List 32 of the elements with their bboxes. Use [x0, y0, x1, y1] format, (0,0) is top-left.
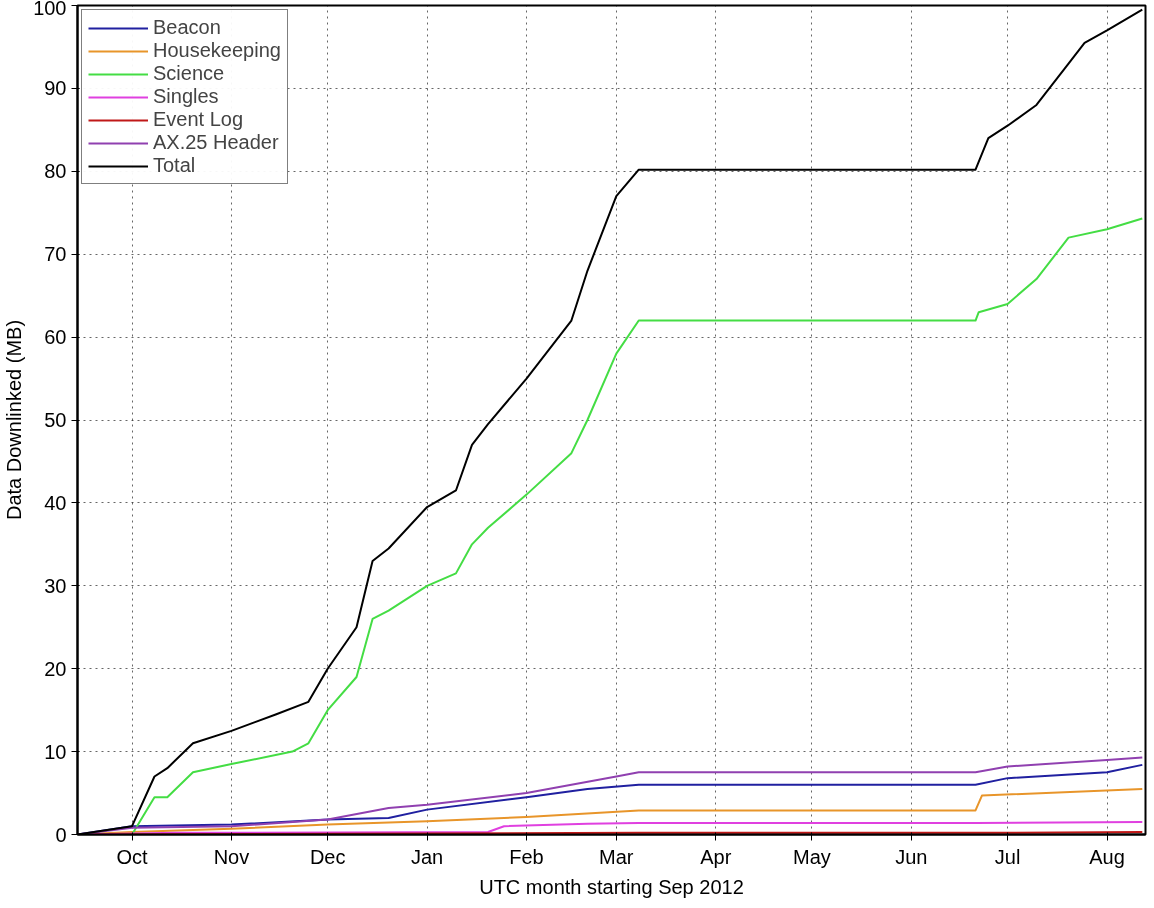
y-axis-title: Data Downlinked (MB)	[3, 319, 26, 521]
y-tick-label: 100	[33, 0, 67, 19]
y-tick-label: 20	[44, 657, 67, 680]
x-tick-label: Apr	[700, 845, 732, 868]
x-tick-label: Nov	[213, 845, 250, 868]
y-tick-label: 60	[44, 326, 67, 349]
x-axis-title: UTC month starting Sep 2012	[479, 875, 744, 898]
legend-label: AX.25 Header	[153, 131, 279, 154]
legend-label: Science	[153, 62, 225, 85]
legend-label: Beacon	[153, 16, 221, 39]
x-tick-label: Dec	[309, 845, 346, 868]
x-tick-label: Feb	[509, 845, 544, 868]
y-tick-label: 30	[44, 574, 67, 597]
legend-label: Event Log	[153, 108, 244, 131]
y-tick-label: 70	[44, 243, 67, 266]
x-tick-label: May	[793, 845, 831, 868]
x-tick-label: Jun	[895, 845, 928, 868]
legend-label: Housekeeping	[153, 39, 281, 62]
y-tick-label: 10	[44, 740, 67, 763]
line-series	[131, 217, 1144, 835]
y-tick-label: 80	[44, 160, 67, 183]
y-tick-label: 90	[44, 77, 67, 100]
x-tick-label: Mar	[599, 845, 634, 868]
x-tick-label: Jan	[410, 845, 444, 868]
x-tick-label: Aug	[1089, 845, 1125, 868]
y-tick-label: 40	[44, 491, 67, 514]
y-tick-label: 0	[55, 823, 67, 846]
y-tick-label: 50	[44, 409, 67, 431]
legend-label: Total	[153, 154, 196, 177]
x-tick-label: Oct	[116, 845, 149, 868]
legend-label: Singles	[153, 85, 219, 108]
x-tick-label: Jul	[994, 845, 1021, 868]
